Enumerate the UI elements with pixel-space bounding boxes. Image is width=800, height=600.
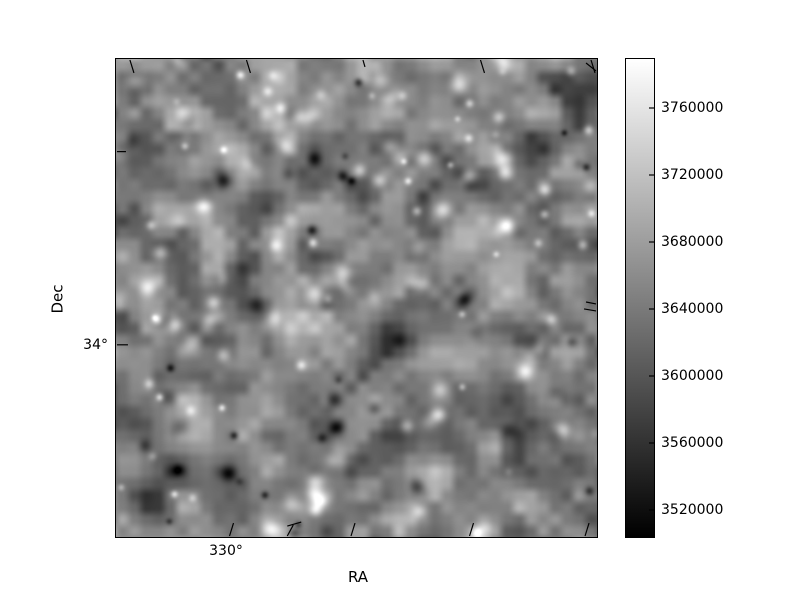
colorbar-tick-label-3760000: 3760000 (661, 100, 724, 116)
colorbar-tick-label-3680000: 3680000 (661, 234, 724, 250)
ra-tick-label-330: 330° (209, 543, 243, 559)
dec-tick-label-34: 34° (83, 337, 108, 353)
y-axis-label: Dec (48, 284, 67, 314)
colorbar[interactable] (625, 58, 655, 538)
x-axis-label: RA (347, 568, 369, 586)
colorbar-tick-label-3720000: 3720000 (661, 167, 724, 183)
sky-image-axes[interactable] (115, 58, 598, 538)
sky-image (116, 59, 597, 537)
colorbar-tick-label-3560000: 3560000 (661, 435, 724, 451)
colorbar-tick-label-3600000: 3600000 (661, 368, 724, 384)
colorbar-tick-label-3520000: 3520000 (661, 502, 724, 518)
colorbar-tick-label-3640000: 3640000 (661, 301, 724, 317)
